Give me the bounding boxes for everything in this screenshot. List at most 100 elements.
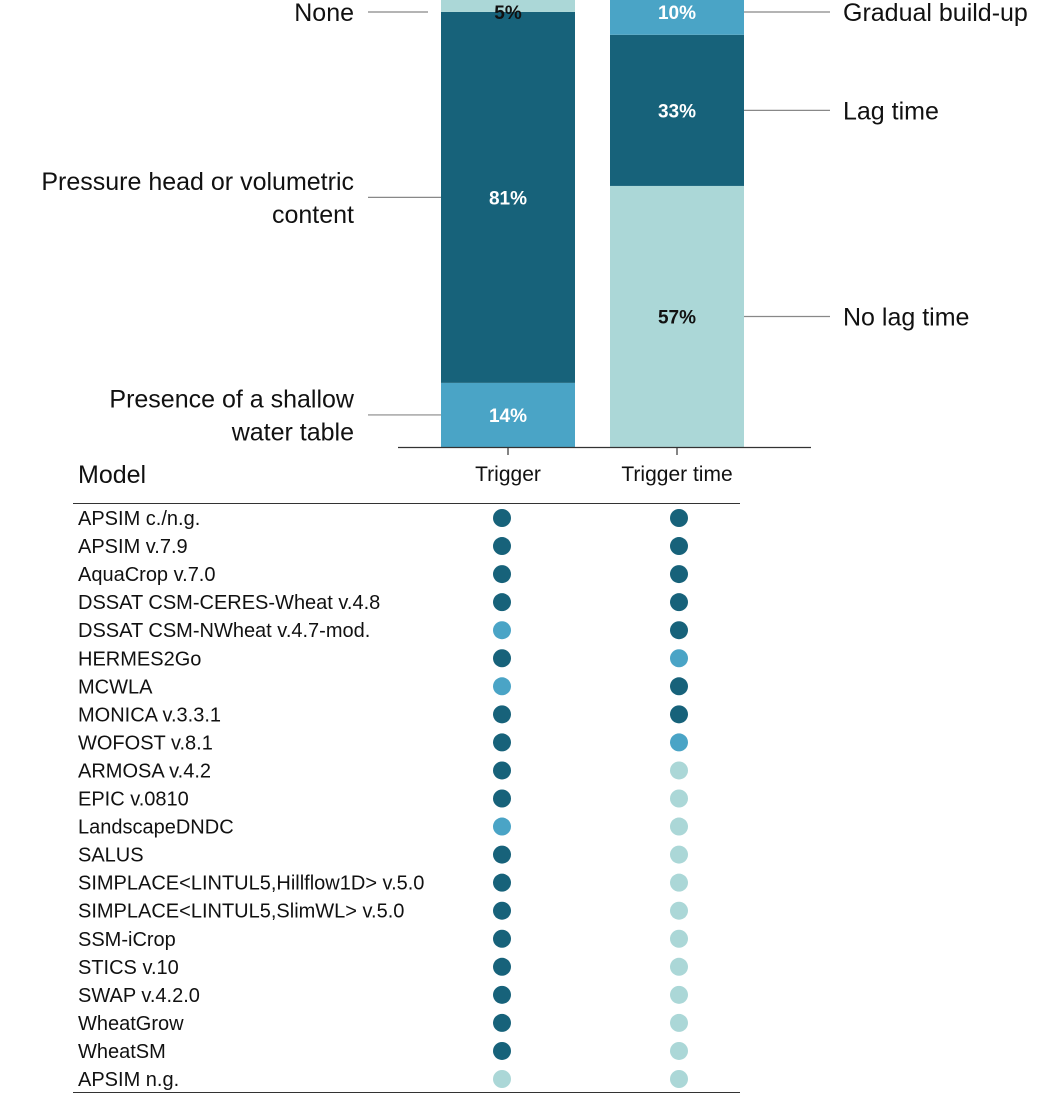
data-label-presence-of-a-shallow-water-table: 14% — [489, 406, 527, 427]
bar-segment-no-lag-time — [610, 185, 744, 447]
table-row: HERMES2Go — [78, 648, 688, 670]
model-name: HERMES2Go — [78, 648, 201, 670]
trigger-dot-dark — [493, 537, 511, 556]
model-name: STICS v.10 — [78, 957, 179, 979]
leader-lines: Presence of a shallow water table Pressure… — [41, 0, 1027, 446]
table-row: WOFOST v.8.1 — [78, 732, 688, 754]
trigger-time-dot-light — [670, 789, 688, 808]
table-row: AquaCrop v.7.0 — [78, 564, 688, 586]
trigger-dot-light — [493, 1070, 511, 1088]
model-name: SIMPLACE<LINTUL5,SlimWL> v.5.0 — [78, 901, 404, 923]
table-row: SIMPLACE<LINTUL5,SlimWL> v.5.0 — [78, 901, 688, 923]
model-name: APSIM v.7.9 — [78, 536, 188, 558]
table-row: SALUS — [78, 845, 688, 867]
category-label-none: None — [294, 0, 354, 27]
data-label-lag-time: 33% — [658, 101, 696, 122]
x-tick-label-trigger: Trigger — [475, 463, 541, 486]
bar-segment-none — [441, 0, 575, 12]
x-tick-label-trigger-time: Trigger time — [621, 463, 732, 486]
model-name: MCWLA — [78, 676, 153, 698]
bar-group — [441, 0, 744, 447]
trigger-time-dot-medium — [670, 649, 688, 668]
trigger-dot-dark — [493, 1041, 511, 1060]
bar-segment-gradual-build-up — [610, 0, 744, 35]
table-header-model: Model — [78, 461, 146, 489]
trigger-time-dot-light — [670, 1041, 688, 1060]
data-label-none: 5% — [494, 3, 522, 24]
x-axis: Trigger Trigger time — [398, 446, 811, 486]
trigger-dot-dark — [493, 565, 511, 584]
trigger-dot-medium — [493, 677, 511, 696]
table-row: MCWLA — [78, 676, 688, 698]
trigger-dot-dark — [493, 789, 511, 808]
table-row: APSIM n.g. — [78, 1069, 688, 1091]
bar-segment-lag-time — [610, 34, 744, 186]
model-name: MONICA v.3.3.1 — [78, 704, 221, 726]
table-row: APSIM v.7.9 — [78, 536, 688, 558]
trigger-dot-dark — [493, 509, 511, 527]
table-row: STICS v.10 — [78, 957, 688, 979]
trigger-time-dot-dark — [670, 509, 688, 527]
table-row: APSIM c./n.g. — [78, 508, 688, 530]
trigger-time-dot-dark — [670, 621, 688, 640]
model-name: WheatGrow — [78, 1013, 184, 1035]
trigger-dot-medium — [493, 621, 511, 640]
trigger-time-dot-light — [670, 1070, 688, 1088]
category-label-gradual-build-up: Gradual build-up — [843, 0, 1028, 27]
trigger-dot-dark — [493, 957, 511, 976]
data-label-pressure-head-or-volumetric-content: 81% — [489, 188, 527, 209]
data-label-no-lag-time: 57% — [658, 307, 696, 328]
trigger-time-dot-light — [670, 761, 688, 780]
trigger-time-dot-light — [670, 873, 688, 892]
model-name: SIMPLACE<LINTUL5,Hillflow1D> v.5.0 — [78, 873, 424, 895]
category-label-pressure-head-or-volumetric-content: Pressure head or volumetric content — [41, 168, 354, 229]
trigger-time-dot-light — [670, 845, 688, 864]
trigger-time-dot-dark — [670, 677, 688, 696]
table-row: SIMPLACE<LINTUL5,Hillflow1D> v.5.0 — [78, 873, 688, 895]
category-label-presence-of-a-shallow-water-table: Presence of a shallow water table — [109, 385, 355, 446]
trigger-dot-dark — [493, 705, 511, 724]
model-name: SALUS — [78, 845, 144, 867]
bar-segment-presence-of-a-shallow-water-table — [441, 382, 575, 447]
model-name: EPIC v.0810 — [78, 789, 189, 811]
table-row: SWAP v.4.2.0 — [78, 985, 688, 1007]
model-name: APSIM n.g. — [78, 1069, 179, 1091]
trigger-time-dot-dark — [670, 705, 688, 724]
trigger-dot-dark — [493, 901, 511, 920]
model-name: ARMOSA v.4.2 — [78, 760, 211, 782]
model-name: APSIM c./n.g. — [78, 508, 200, 530]
trigger-dot-dark — [493, 845, 511, 864]
trigger-dot-dark — [493, 761, 511, 780]
model-name: SWAP v.4.2.0 — [78, 985, 200, 1007]
table-row: LandscapeDNDC — [78, 817, 688, 839]
table-row: SSM-iCrop — [78, 929, 688, 951]
model-name: LandscapeDNDC — [78, 817, 234, 839]
table-row: MONICA v.3.3.1 — [78, 704, 688, 726]
trigger-dot-dark — [493, 649, 511, 668]
trigger-dot-medium — [493, 817, 511, 836]
table-row: WheatGrow — [78, 1013, 688, 1035]
data-label-gradual-build-up: 10% — [658, 3, 696, 24]
model-name: DSSAT CSM-NWheat v.4.7-mod. — [78, 620, 370, 642]
trigger-dot-dark — [493, 873, 511, 892]
model-name: WheatSM — [78, 1041, 166, 1063]
category-label-no-lag-time: No lag time — [843, 303, 969, 331]
trigger-dot-dark — [493, 593, 511, 612]
trigger-time-dot-light — [670, 957, 688, 976]
trigger-time-dot-medium — [670, 733, 688, 752]
trigger-time-dot-light — [670, 985, 688, 1004]
model-name: AquaCrop v.7.0 — [78, 564, 216, 586]
table-row: ARMOSA v.4.2 — [78, 760, 688, 782]
table-row: DSSAT CSM-CERES-Wheat v.4.8 — [78, 592, 688, 614]
trigger-time-dot-light — [670, 901, 688, 920]
bar-segment-pressure-head-or-volumetric-content — [441, 11, 575, 383]
trigger-dot-dark — [493, 1013, 511, 1032]
trigger-dot-dark — [493, 733, 511, 752]
trigger-dot-dark — [493, 985, 511, 1004]
table-row: DSSAT CSM-NWheat v.4.7-mod. — [78, 620, 688, 642]
trigger-time-dot-dark — [670, 537, 688, 556]
category-label-lag-time: Lag time — [843, 97, 939, 125]
table-row: WheatSM — [78, 1041, 688, 1063]
